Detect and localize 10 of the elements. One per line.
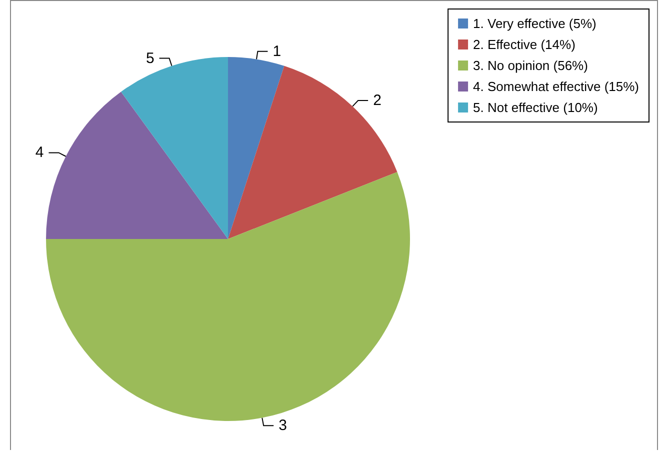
legend-label: 1. Very effective (5%) [473,16,596,31]
text: 4 [35,144,44,162]
legend-label: 4. Somewhat effective (15%) [473,79,639,94]
legend-label: 3. No opinion (56%) [473,58,588,73]
text: 5 [146,50,154,67]
text: 2 [373,92,382,109]
legend-label: 5. Not effective (10%) [473,100,598,115]
legend-label: 2. Effective (14%) [473,37,576,52]
text: 3 [278,417,287,434]
text: 1 [272,42,282,60]
